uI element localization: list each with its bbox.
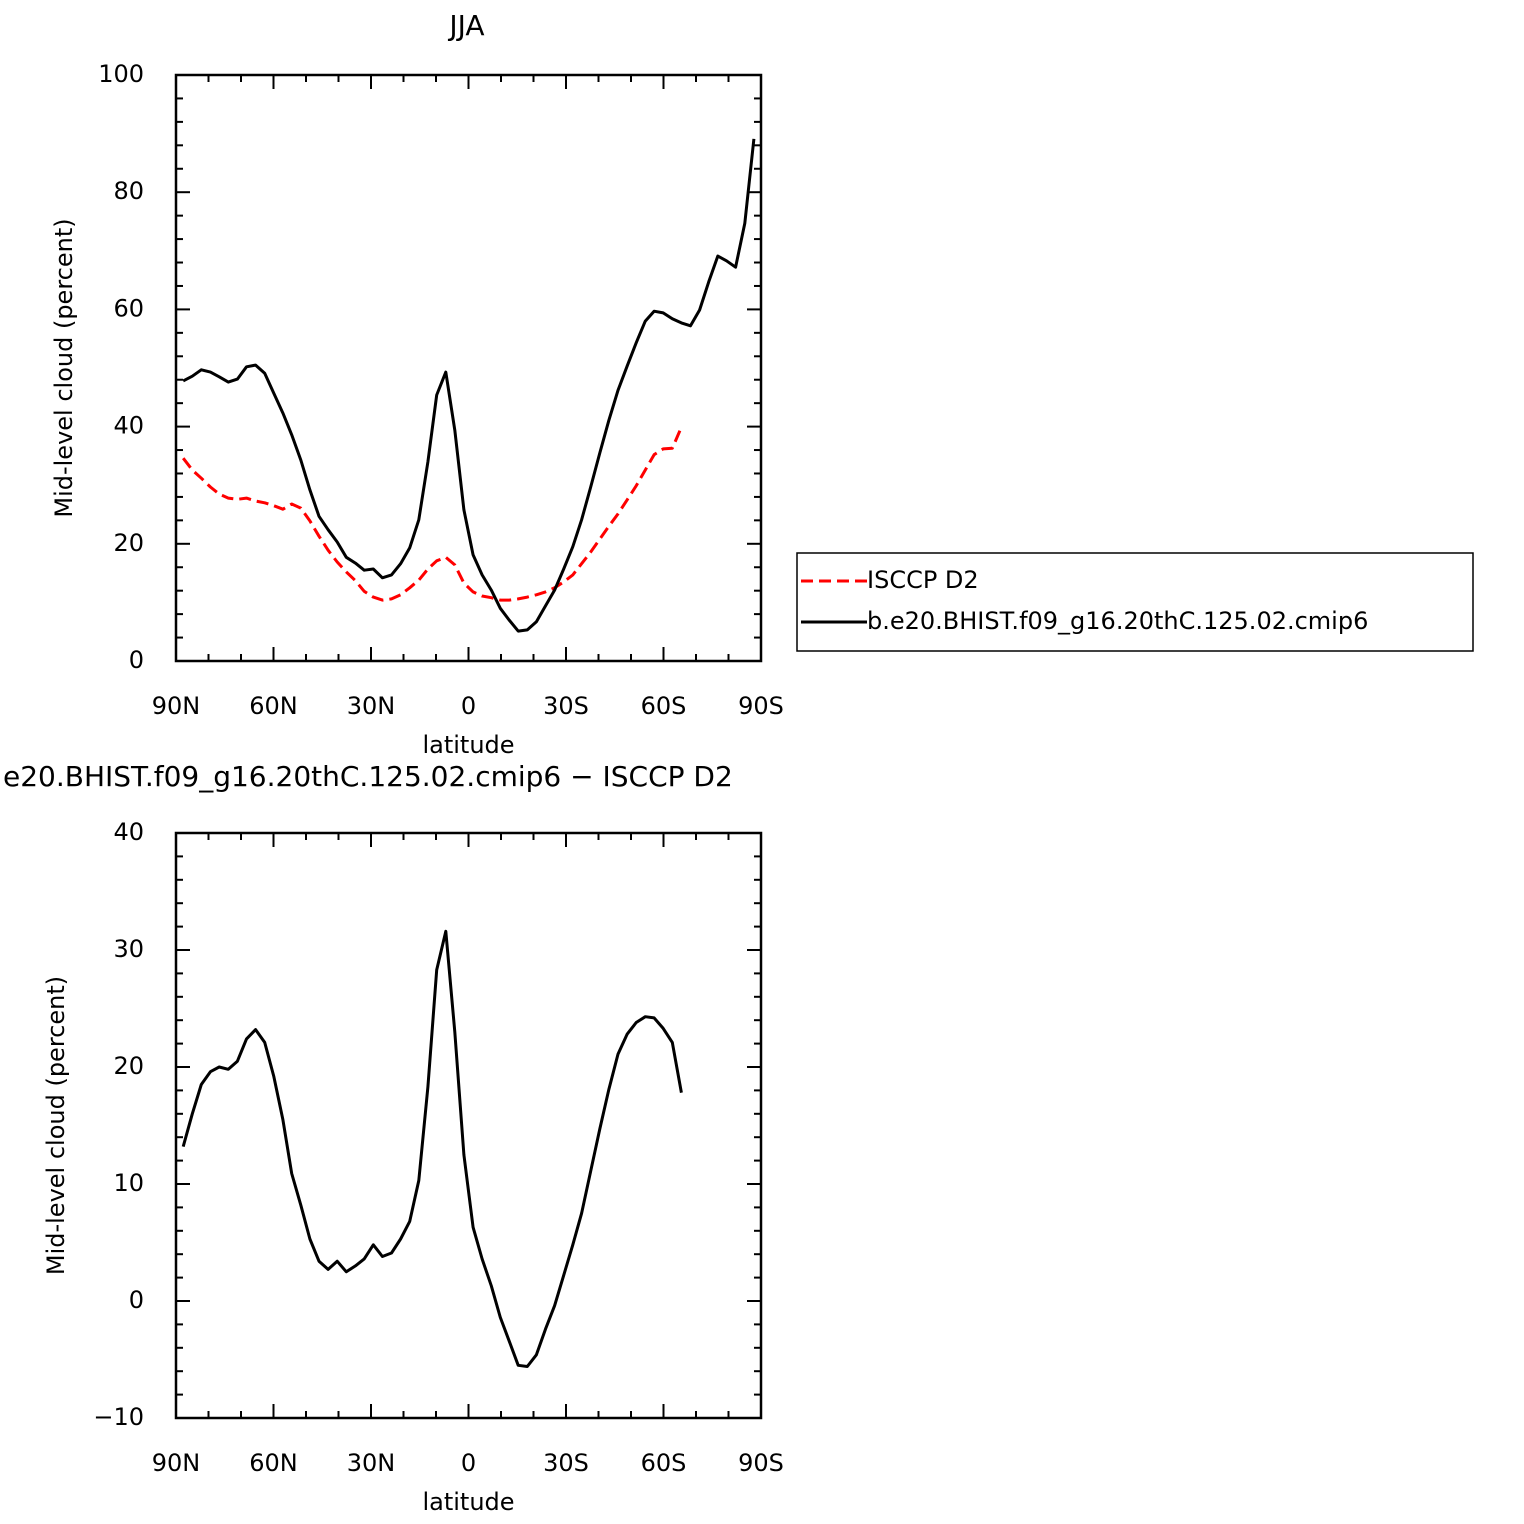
x-tick-label: 30S xyxy=(543,1449,589,1477)
chart-title: e20.BHIST.f09_g16.20thC.125.02.cmip6 − I… xyxy=(3,760,733,793)
y-tick-label: 20 xyxy=(113,1052,144,1080)
x-tick-label: 90N xyxy=(152,692,201,720)
x-tick-label: 30N xyxy=(347,692,396,720)
y-tick-label: 40 xyxy=(113,818,144,846)
y-tick-label: 30 xyxy=(113,935,144,963)
y-tick-label: 100 xyxy=(98,60,144,88)
x-tick-label: 90N xyxy=(152,1449,201,1477)
x-axis-label: latitude xyxy=(422,1488,514,1516)
y-tick-label: 0 xyxy=(129,1286,144,1314)
y-tick-label: 10 xyxy=(113,1169,144,1197)
y-tick-label: 0 xyxy=(129,646,144,674)
plot-frame xyxy=(174,73,763,663)
plot-frame xyxy=(174,831,763,1420)
y-tick-label: −10 xyxy=(93,1403,144,1431)
x-tick-label: 0 xyxy=(461,692,476,720)
x-tick-label: 30S xyxy=(543,692,589,720)
legend-box xyxy=(796,552,1474,652)
data-line xyxy=(182,138,756,633)
y-tick-label: 40 xyxy=(113,412,144,440)
x-tick-label: 90S xyxy=(738,692,784,720)
x-tick-label: 60S xyxy=(641,692,687,720)
x-tick-label: 30N xyxy=(347,1449,396,1477)
legend-label: ISCCP D2 xyxy=(867,566,979,594)
x-tick-label: 60S xyxy=(641,1449,687,1477)
y-axis-label: Mid-level cloud (percent) xyxy=(50,218,78,517)
x-tick-label: 0 xyxy=(461,1449,476,1477)
y-tick-label: 60 xyxy=(113,294,144,322)
x-tick-label: 60N xyxy=(249,692,298,720)
y-tick-label: 80 xyxy=(113,177,144,205)
data-line xyxy=(182,426,683,602)
x-tick-label: 60N xyxy=(249,1449,298,1477)
x-tick-label: 90S xyxy=(738,1449,784,1477)
y-tick-label: 20 xyxy=(113,529,144,557)
x-axis-label: latitude xyxy=(422,731,514,759)
legend-label: b.e20.BHIST.f09_g16.20thC.125.02.cmip6 xyxy=(867,607,1368,635)
data-line xyxy=(181,929,683,1368)
chart-title: JJA xyxy=(447,9,484,42)
y-axis-label: Mid-level cloud (percent) xyxy=(42,976,70,1275)
